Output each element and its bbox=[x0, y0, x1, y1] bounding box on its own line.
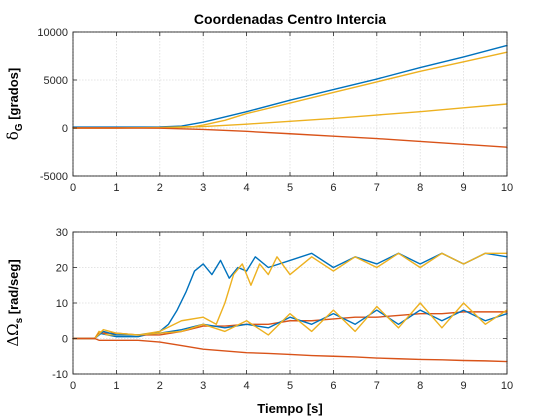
top-subplot: Coordenadas Centro Intercia 0 1 2 3 4 5 6 7 8 9 10… bbox=[4, 11, 513, 194]
y-tick-label: 10 bbox=[56, 298, 68, 310]
y-tick-label: 10000 bbox=[37, 27, 68, 39]
y-tick-label: -5000 bbox=[40, 171, 68, 183]
y-axis-label: δG [grados] bbox=[4, 68, 25, 140]
y-tick-label: -10 bbox=[52, 369, 68, 381]
x-tick-label: 5 bbox=[287, 182, 293, 194]
x-tick-label: 4 bbox=[244, 182, 250, 194]
series-line-4 bbox=[72, 127, 508, 148]
x-tick-label: 5 bbox=[287, 380, 293, 392]
series-line-6 bbox=[72, 337, 508, 363]
x-tick-label: 3 bbox=[200, 182, 206, 194]
x-tick-label: 8 bbox=[417, 380, 423, 392]
y-tick-label: 30 bbox=[56, 227, 68, 239]
y-tick-label: 20 bbox=[56, 263, 68, 275]
x-tick-label: 8 bbox=[417, 182, 423, 194]
x-tick-label: 0 bbox=[70, 182, 76, 194]
x-tick-label: 1 bbox=[113, 182, 119, 194]
y-tick-label: 0 bbox=[62, 123, 68, 135]
x-tick-label: 9 bbox=[461, 380, 467, 392]
x-tick-label: 7 bbox=[374, 182, 380, 194]
y-tick-label: 5000 bbox=[44, 75, 68, 87]
x-tick-label: 4 bbox=[244, 380, 250, 392]
x-tick-label: 2 bbox=[157, 380, 163, 392]
x-tick-label: 6 bbox=[330, 380, 336, 392]
x-tick-label: 2 bbox=[157, 182, 163, 194]
x-tick-label: 0 bbox=[70, 380, 76, 392]
x-axis-label: Tiempo [s] bbox=[257, 401, 323, 416]
y-axis-label: ΔΩs [rad/seg] bbox=[4, 259, 25, 346]
x-tick-label: 10 bbox=[501, 380, 513, 392]
x-tick-label: 6 bbox=[330, 182, 336, 194]
series-line-5 bbox=[72, 302, 508, 340]
x-tick-label: 7 bbox=[374, 380, 380, 392]
x-tick-label: 1 bbox=[113, 380, 119, 392]
x-tick-label: 10 bbox=[501, 182, 513, 194]
y-tick-label: 0 bbox=[62, 334, 68, 346]
x-tick-label: 9 bbox=[461, 182, 467, 194]
x-tick-label: 3 bbox=[200, 380, 206, 392]
chart-title: Coordenadas Centro Intercia bbox=[194, 11, 386, 27]
